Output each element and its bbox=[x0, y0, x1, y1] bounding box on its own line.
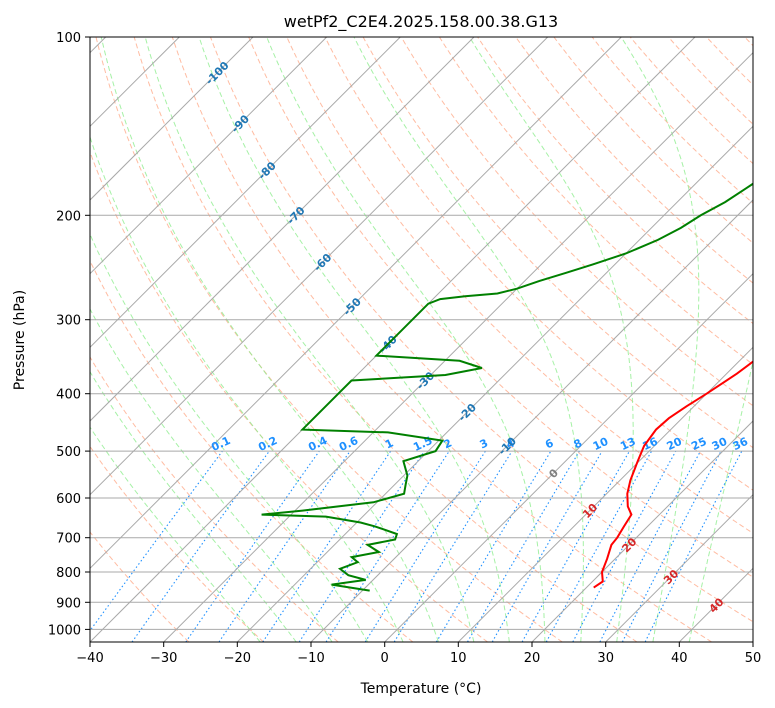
x-tick-label: 0 bbox=[381, 651, 389, 666]
moist-adiabat bbox=[620, 37, 700, 642]
moist-adiabat bbox=[100, 37, 439, 642]
x-tick-label: 10 bbox=[450, 651, 467, 666]
pressure-gridlines bbox=[90, 37, 753, 630]
isotherm-line bbox=[605, 493, 753, 642]
moist-adiabat bbox=[198, 37, 510, 642]
x-tick-label: −10 bbox=[297, 651, 324, 666]
x-tick-label: 50 bbox=[745, 651, 762, 666]
mixing-ratio-line bbox=[298, 450, 425, 642]
isotherm-line bbox=[384, 272, 753, 642]
dry-adiabat bbox=[438, 37, 753, 366]
x-tick-label: −40 bbox=[76, 651, 103, 666]
moist-adiabat bbox=[90, 135, 404, 642]
moist-adiabat bbox=[90, 232, 369, 642]
mixing-ratio-label: 16 bbox=[640, 435, 660, 453]
dry-adiabat bbox=[90, 356, 339, 642]
y-tick-label: 300 bbox=[56, 314, 81, 329]
mixing-ratio-line bbox=[218, 450, 351, 642]
y-axis-ticks: 100 200 300 400 500 600 700 800 900 1000 bbox=[48, 31, 90, 638]
isotherm-line bbox=[90, 37, 549, 496]
mixing-ratio-line bbox=[90, 450, 223, 632]
dry-adiabat bbox=[90, 531, 190, 642]
x-axis-title: Temperature (°C) bbox=[360, 681, 482, 697]
isotherm-line bbox=[90, 37, 254, 201]
moist-adiabat bbox=[688, 358, 753, 642]
mixing-ratio-line bbox=[393, 450, 513, 642]
y-tick-label: 900 bbox=[56, 596, 81, 611]
isotherm-line bbox=[90, 37, 622, 570]
moist-adiabat bbox=[266, 37, 546, 642]
temperature-line bbox=[593, 360, 753, 589]
dry-adiabat bbox=[400, 37, 753, 407]
mixing-ratio-line bbox=[131, 450, 270, 642]
isotherm-line bbox=[310, 199, 753, 642]
mixing-ratio-line bbox=[572, 450, 677, 642]
moist-adiabat bbox=[90, 426, 261, 642]
moist-adiabat bbox=[144, 37, 475, 642]
x-tick-label: 40 bbox=[671, 651, 688, 666]
mixing-ratio-label: 30 bbox=[710, 435, 730, 453]
isotherm-line bbox=[90, 37, 401, 349]
dry-adiabat bbox=[477, 37, 753, 325]
isotherm-line bbox=[90, 37, 475, 422]
dry-adiabat bbox=[553, 37, 753, 244]
dry-adiabat bbox=[90, 150, 488, 642]
mixing-ratio-label: 20 bbox=[665, 435, 685, 453]
dry-adiabat bbox=[133, 37, 638, 642]
y-tick-label: 1000 bbox=[48, 623, 81, 638]
plot-frame bbox=[89, 36, 754, 643]
mixing-ratio-label: 36 bbox=[731, 435, 751, 453]
mixing-ratio-label: 25 bbox=[689, 435, 708, 453]
dry-adiabat bbox=[90, 259, 414, 642]
mixing-ratio-line bbox=[325, 450, 450, 642]
x-tick-label: 30 bbox=[597, 651, 614, 666]
x-axis-ticks: −40 −30 −20 −10 0 10 20 30 40 50 bbox=[76, 642, 761, 666]
mixing-ratio-line bbox=[521, 450, 630, 642]
dry-adiabat bbox=[171, 37, 712, 642]
y-tick-label: 400 bbox=[56, 388, 81, 403]
y-tick-label: 700 bbox=[56, 532, 81, 547]
mixing-ratio-line bbox=[644, 450, 743, 642]
mixing-ratio-lines bbox=[90, 450, 743, 642]
x-tick-label: 20 bbox=[524, 651, 541, 666]
y-tick-label: 200 bbox=[56, 209, 81, 224]
y-tick-label: 100 bbox=[56, 31, 81, 46]
isotherm-line bbox=[163, 51, 753, 642]
mixing-ratio-label: 10 bbox=[591, 435, 611, 453]
isotherm-line bbox=[236, 125, 753, 642]
mixing-ratio-label: 13 bbox=[618, 435, 637, 453]
moist-adiabats bbox=[90, 37, 753, 642]
dry-adiabat bbox=[591, 37, 753, 204]
dry-adiabat bbox=[95, 37, 563, 642]
moist-adiabat bbox=[90, 308, 333, 642]
x-tick-label: −30 bbox=[150, 651, 177, 666]
dry-adiabat bbox=[324, 37, 753, 491]
moist-adiabat bbox=[353, 37, 584, 642]
dry-adiabat bbox=[210, 37, 753, 623]
isotherm-line bbox=[457, 346, 753, 642]
mixing-ratio-line bbox=[262, 450, 392, 642]
chart-title: wetPf2_C2E4.2025.158.00.38.G13 bbox=[284, 12, 558, 32]
dry-adiabat bbox=[248, 37, 753, 578]
y-tick-label: 500 bbox=[56, 445, 81, 460]
mixing-ratio-line bbox=[185, 450, 320, 642]
isotherm-line bbox=[90, 37, 328, 275]
x-tick-label: −20 bbox=[224, 651, 251, 666]
y-axis-title: Pressure (hPa) bbox=[12, 290, 28, 390]
y-tick-label: 800 bbox=[56, 566, 81, 581]
isotherm-line bbox=[531, 420, 753, 642]
dry-adiabat bbox=[286, 37, 753, 534]
dewpoint-line bbox=[261, 182, 753, 592]
y-tick-label: 600 bbox=[56, 492, 81, 507]
